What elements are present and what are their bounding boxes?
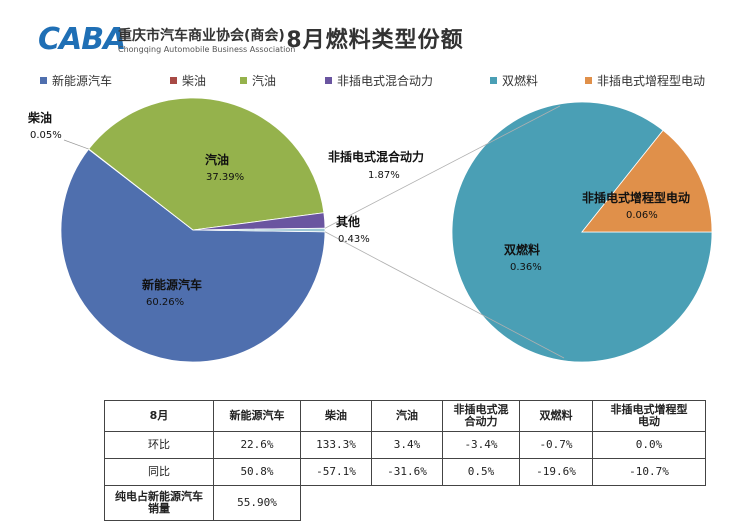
legend-label: 新能源汽车 (52, 74, 113, 88)
legend-item: 非插电式混合动力 (325, 72, 433, 89)
logo-name-en: Chongqing Automobile Business Associatio… (118, 45, 296, 54)
table-cell: 0.5% (442, 458, 520, 486)
legend-label: 非插电式增程型电动 (597, 74, 706, 88)
table-cell: 133.3% (300, 431, 372, 459)
slice-label: 新能源汽车 (142, 277, 202, 292)
slice-value: 37.39% (206, 172, 244, 183)
logo: CABA 重庆市汽车商业协会(商会) Chongqing Automobile … (38, 22, 295, 62)
slice-value: 0.43% (338, 234, 370, 245)
slice-value: 60.26% (146, 297, 184, 308)
table-cell: -57.1% (300, 458, 372, 486)
pie-slice (581, 129, 713, 233)
legend-swatch (585, 77, 592, 84)
pie-slice (192, 227, 326, 233)
table-cell: 3.4% (371, 431, 443, 459)
slice-label: 其他 (336, 214, 360, 229)
legend-label: 汽油 (252, 74, 277, 88)
stats-table: 8月 新能源汽车 柴油 汽油 非插电式混 合动力 双燃料 非插电式增程型 电动 环比 22.6% 1… (104, 400, 706, 521)
legend-swatch (40, 77, 47, 84)
logo-mark: CABA (38, 22, 126, 57)
slice-value: 0.36% (510, 262, 542, 273)
table-cell: -31.6% (371, 458, 443, 486)
table-header-cell: 新能源汽车 (213, 400, 301, 432)
table-row-label: 同比 (104, 458, 214, 486)
table-row-label: 环比 (104, 431, 214, 459)
slice-label: 非插电式混合动力 (328, 149, 424, 164)
legend-item: 双燃料 (490, 72, 538, 89)
footer-value: 55.90% (213, 485, 301, 521)
table-cell: -19.6% (519, 458, 593, 486)
table-header-cell: 8月 (104, 400, 214, 432)
table-header-row: 8月 新能源汽车 柴油 汽油 非插电式混 合动力 双燃料 非插电式增程型 电动 (104, 400, 706, 432)
pie-slice (60, 148, 326, 363)
legend-item: 柴油 (170, 72, 206, 89)
table-header-cell: 双燃料 (519, 400, 593, 432)
legend-label: 非插电式混合动力 (337, 74, 434, 88)
table-cell: 0.0% (592, 431, 706, 459)
table-cell: -0.7% (519, 431, 593, 459)
legend-swatch (170, 77, 177, 84)
slice-label: 汽油 (205, 152, 229, 167)
table-row-yoy: 同比 50.8% -57.1% -31.6% 0.5% -19.6% -10.7% (104, 458, 706, 486)
table-header-cell: 非插电式增程型 电动 (592, 400, 706, 432)
connector-line (324, 231, 565, 359)
table-row-footer: 纯电占新能源汽车 销量 55.90% (104, 485, 706, 521)
chart-title: 8月燃料类型份额 (286, 28, 464, 53)
legend-label: 柴油 (182, 74, 207, 88)
pie-of-pie-chart: 新能源汽车 60.26% 柴油 0.05% 汽油 37.39% 非插电式混合动力 1.87% 其… (27, 97, 713, 363)
slice-value: 1.87% (368, 170, 400, 181)
legend-swatch (490, 77, 497, 84)
legend-item: 新能源汽车 (40, 72, 112, 89)
table-cell: -10.7% (592, 458, 706, 486)
slice-label: 柴油 (27, 110, 52, 125)
legend-swatch (325, 77, 332, 84)
slice-label: 非插电式增程型电动 (582, 190, 690, 205)
table-cell: 22.6% (213, 431, 301, 459)
legend-item: 非插电式增程型电动 (585, 72, 705, 89)
table-header-cell: 汽油 (371, 400, 443, 432)
slice-value: 0.05% (30, 130, 62, 141)
pie-slice (88, 97, 325, 231)
legend-item: 汽油 (240, 72, 276, 89)
slice-label: 双燃料 (504, 242, 540, 257)
table-cell: -3.4% (442, 431, 520, 459)
legend-swatch (240, 77, 247, 84)
table-header-cell: 柴油 (300, 400, 372, 432)
leader-line (63, 139, 89, 150)
connector-line (324, 105, 561, 229)
slice-value: 0.06% (626, 210, 658, 221)
legend-label: 双燃料 (502, 74, 539, 88)
table-row-mom: 环比 22.6% 133.3% 3.4% -3.4% -0.7% 0.0% (104, 431, 706, 459)
table-cell: 50.8% (213, 458, 301, 486)
table-header-cell: 非插电式混 合动力 (442, 400, 520, 432)
logo-name-cn: 重庆市汽车商业协会(商会) (118, 28, 285, 44)
footer-label: 纯电占新能源汽车 销量 (104, 485, 214, 521)
chart-legend: 新能源汽车 柴油 汽油 非插电式混合动力 双燃料 非插电式增程型电动 (40, 72, 740, 90)
